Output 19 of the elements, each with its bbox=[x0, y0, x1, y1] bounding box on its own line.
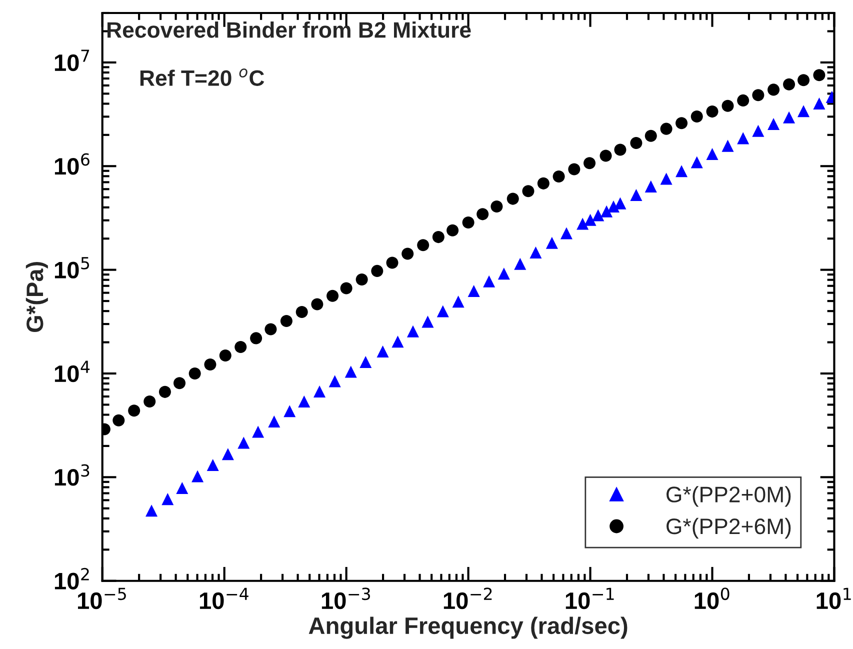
y-tick-label: 10$^{2}$ bbox=[54, 568, 89, 590]
y-tick-label: 10$^{5}$ bbox=[54, 257, 90, 278]
x-tick-label: 10$^{−5}$ bbox=[78, 588, 126, 610]
x-tick-label: 10$^{0}$ bbox=[694, 588, 730, 610]
x-tick-label: 10$^{−2}$ bbox=[444, 588, 492, 610]
y-tick-label: 10$^{7}$ bbox=[54, 50, 90, 72]
x-axis-title: Angular Frequency (rad/sec) bbox=[308, 616, 628, 639]
annotation: Recovered Binder from B2 Mixture bbox=[108, 22, 471, 38]
annotation: Ref T=20 $^{o}$C bbox=[140, 68, 264, 86]
x-tick-label: 10$^{−4}$ bbox=[200, 588, 248, 610]
legend-label: G*(PP2+6M) bbox=[666, 518, 791, 539]
x-tick-label: 10$^{1}$ bbox=[816, 588, 851, 610]
y-tick-label: 10$^{3}$ bbox=[54, 464, 90, 486]
y-tick-label: 10$^{4}$ bbox=[54, 360, 90, 382]
y-axis-title: G*(Pa) bbox=[26, 262, 48, 332]
x-tick-label: 10$^{−1}$ bbox=[566, 588, 614, 610]
legend-label: G*(PP2+0M) bbox=[666, 486, 791, 507]
y-tick-label: 10$^{6}$ bbox=[54, 153, 90, 175]
x-tick-label: 10$^{−3}$ bbox=[322, 588, 370, 610]
